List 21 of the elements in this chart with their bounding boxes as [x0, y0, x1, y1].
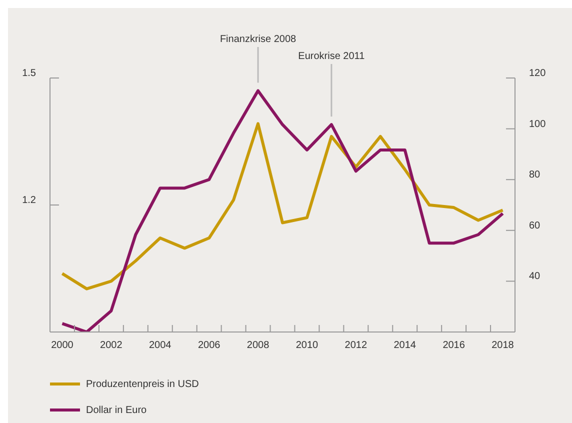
y2-tick-label: 120 [529, 68, 546, 79]
y-tick-label: 1.2 [22, 195, 36, 206]
legend-label: Produzentenpreis in USD [86, 378, 199, 390]
y2-tick-label: 80 [529, 170, 541, 181]
x-tick-label: 2004 [149, 340, 172, 351]
x-tick-label: 2008 [246, 340, 270, 351]
x-tick-label: 2010 [296, 340, 319, 351]
x-tick-label: 2002 [100, 340, 123, 351]
x-tick-label: 2000 [51, 340, 74, 351]
legend-label: Dollar in Euro [86, 404, 147, 416]
x-tick-label: 2016 [442, 340, 466, 351]
annotation: Eurokrise 2011 [298, 51, 366, 62]
y-tick-label: 1.5 [22, 68, 36, 79]
x-tick-label: 2014 [394, 340, 416, 351]
y2-tick-label: 40 [529, 271, 541, 282]
y2-tick-label: 60 [529, 220, 541, 232]
x-tick-label: 2006 [198, 340, 221, 351]
x-tick-label: 2018 [492, 340, 514, 351]
annotation: Finanzkrise 2008 [220, 34, 297, 45]
y2-tick-label: 100 [529, 118, 546, 130]
x-tick-label: 2012 [344, 340, 368, 351]
